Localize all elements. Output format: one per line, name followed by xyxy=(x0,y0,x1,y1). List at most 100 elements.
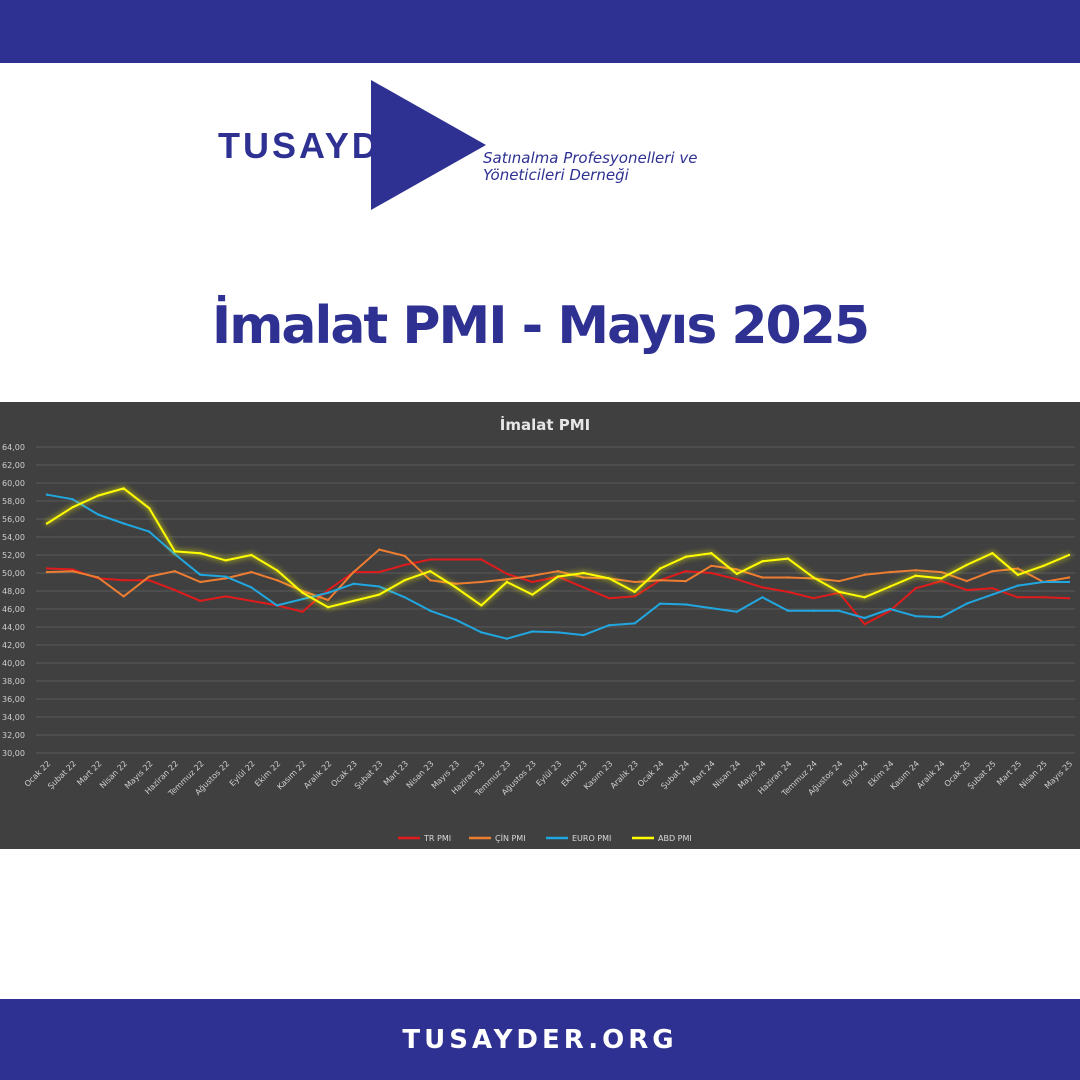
data-point xyxy=(250,570,253,574)
data-point xyxy=(122,487,125,490)
data-point xyxy=(301,610,304,613)
data-point xyxy=(531,580,534,584)
legend-label: EURO PMI xyxy=(572,834,611,843)
data-point xyxy=(940,579,943,583)
data-point xyxy=(965,602,968,605)
data-point xyxy=(556,570,560,573)
data-point xyxy=(761,576,764,579)
data-point xyxy=(940,615,943,619)
data-point xyxy=(326,606,330,609)
data-point xyxy=(710,606,713,610)
data-point xyxy=(122,595,125,598)
data-point xyxy=(224,595,228,598)
data-point xyxy=(199,580,202,584)
logo-tagline-line1: Satınalma Profesyonelleri ve xyxy=(483,149,697,167)
x-tick-label: Aralık 23 xyxy=(609,759,640,790)
data-point xyxy=(735,610,739,613)
data-point xyxy=(582,586,585,589)
y-tick-label: 30,00 xyxy=(2,749,25,758)
data-point xyxy=(786,590,790,594)
data-point xyxy=(403,579,406,582)
data-point xyxy=(940,570,943,574)
data-point xyxy=(633,595,636,598)
data-point xyxy=(480,604,483,607)
data-point xyxy=(684,603,687,606)
y-tick-label: 44,00 xyxy=(2,623,25,632)
data-point xyxy=(582,571,585,575)
data-point xyxy=(45,493,49,496)
data-point xyxy=(505,572,509,576)
data-point xyxy=(531,574,534,577)
data-point xyxy=(607,597,611,600)
data-point xyxy=(1016,573,1020,576)
data-point xyxy=(735,578,739,581)
data-point xyxy=(275,569,279,572)
y-tick-label: 46,00 xyxy=(2,605,25,614)
data-point xyxy=(1067,576,1071,579)
x-tick-label: Şubat 25 xyxy=(966,759,998,791)
data-point xyxy=(377,548,381,551)
y-tick-label: 50,00 xyxy=(2,569,25,578)
data-point xyxy=(684,555,687,558)
x-tick-label: Şubat 24 xyxy=(659,759,691,791)
x-tick-label: Eylül 22 xyxy=(228,759,257,788)
logo-triangle xyxy=(371,80,486,210)
data-point xyxy=(582,633,585,637)
data-point xyxy=(761,560,764,563)
y-tick-label: 38,00 xyxy=(2,677,25,686)
footer-url[interactable]: TUSAYDER.ORG xyxy=(402,1024,678,1055)
tusayder-logo: TUSAYDER Satınalma Profesyonelleri ve Yö… xyxy=(216,78,736,214)
data-point xyxy=(224,559,228,562)
data-point xyxy=(454,586,457,589)
data-point xyxy=(761,586,764,589)
y-tick-label: 54,00 xyxy=(2,533,25,542)
data-point xyxy=(914,569,917,572)
data-point xyxy=(71,568,74,571)
data-point xyxy=(96,513,100,516)
data-point xyxy=(480,558,483,561)
x-tick-label: Eylül 23 xyxy=(534,759,563,788)
legend-label: TR PMI xyxy=(423,834,451,843)
data-point xyxy=(710,571,713,575)
data-point xyxy=(888,585,892,588)
data-point xyxy=(914,587,917,590)
data-point xyxy=(837,609,841,612)
data-point xyxy=(1016,567,1020,570)
data-point xyxy=(173,552,176,556)
data-point xyxy=(148,530,151,533)
data-point xyxy=(531,630,534,633)
data-point xyxy=(429,570,432,573)
logo-wordmark: TUSAYDER xyxy=(218,125,437,166)
data-point xyxy=(863,616,866,620)
data-point xyxy=(377,570,381,574)
data-point xyxy=(1042,596,1045,599)
data-point xyxy=(148,575,151,578)
data-point xyxy=(863,573,866,576)
data-point xyxy=(914,574,917,577)
data-point xyxy=(863,623,866,626)
data-point xyxy=(888,607,892,611)
data-point xyxy=(326,598,330,602)
data-point xyxy=(403,554,406,558)
x-tick-label: Şubat 22 xyxy=(46,759,78,791)
data-point xyxy=(173,588,176,592)
logo-tagline-line2: Yöneticileri Derneği xyxy=(483,166,630,184)
data-point xyxy=(965,579,968,583)
data-point xyxy=(275,579,279,582)
pmi-chart: İmalat PMI 30,00 32,00 34,00 36,00 38,00 40,0… xyxy=(0,402,1080,849)
data-point xyxy=(991,552,994,555)
y-tick-label: 48,00 xyxy=(2,587,25,596)
data-point xyxy=(148,579,151,582)
data-point xyxy=(914,615,917,618)
data-point xyxy=(1042,564,1045,567)
y-tick-label: 64,00 xyxy=(2,443,25,452)
data-point xyxy=(991,593,994,596)
y-tick-label: 36,00 xyxy=(2,695,25,704)
x-tick-label: Eylül 24 xyxy=(841,759,870,788)
data-point xyxy=(582,576,585,579)
data-point xyxy=(250,586,253,589)
data-point xyxy=(786,557,790,560)
data-point xyxy=(786,609,790,612)
data-point xyxy=(326,591,330,594)
data-point xyxy=(735,568,739,571)
